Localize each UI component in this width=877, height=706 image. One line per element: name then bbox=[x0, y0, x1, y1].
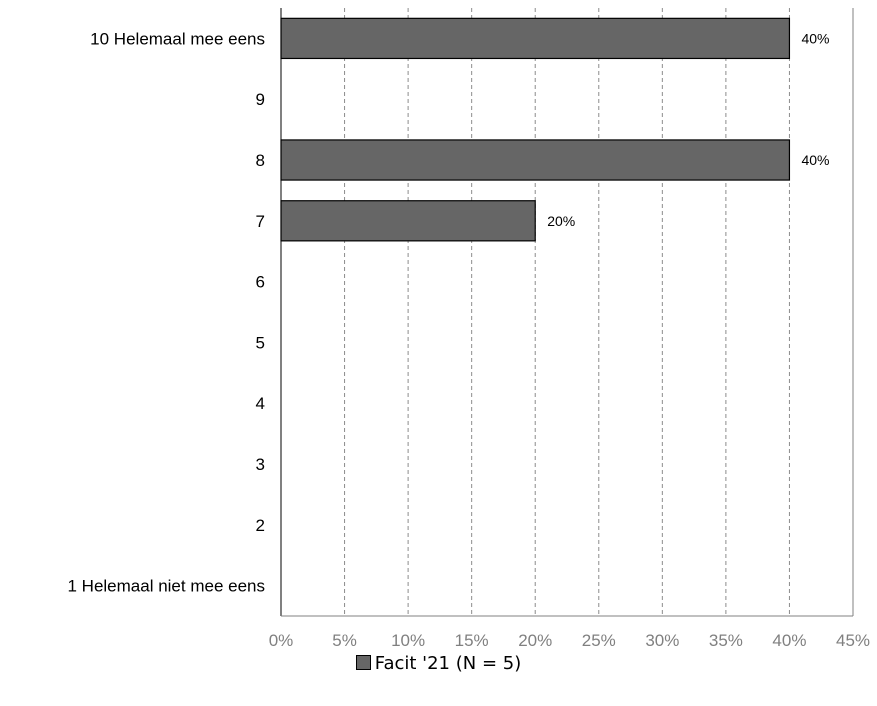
tick-label-2: 10% bbox=[391, 631, 425, 650]
legend-swatch bbox=[355, 655, 371, 670]
tick-label-8: 40% bbox=[772, 631, 806, 650]
legend-label: Facit '21 (N = 5) bbox=[374, 653, 522, 674]
category-label-6: 4 bbox=[256, 394, 265, 413]
category-label-4: 6 bbox=[256, 273, 265, 292]
tick-label-6: 30% bbox=[645, 631, 679, 650]
gridlines bbox=[344, 8, 854, 616]
category-label-9: 1 Helemaal niet mee eens bbox=[67, 577, 265, 596]
data-label-3: 20% bbox=[547, 213, 575, 229]
tick-label-1: 5% bbox=[332, 631, 357, 650]
bars bbox=[280, 17, 791, 242]
data-labels: 40% 40% 20% bbox=[547, 30, 829, 228]
category-labels: 10 Helemaal mee eens 9 8 7 6 5 4 3 2 1 Helemaal n… bbox=[67, 29, 265, 595]
category-label-8: 2 bbox=[256, 516, 265, 535]
bar-0 bbox=[280, 17, 791, 60]
tick-label-9: 45% bbox=[836, 631, 870, 650]
tick-label-0: 0% bbox=[269, 631, 294, 650]
category-label-3: 7 bbox=[256, 212, 265, 231]
legend: Facit '21 (N = 5) bbox=[0, 653, 877, 674]
category-label-1: 9 bbox=[256, 90, 265, 109]
axes bbox=[280, 8, 854, 617]
category-label-0: 10 Helemaal mee eens bbox=[90, 29, 265, 48]
category-label-5: 5 bbox=[256, 333, 265, 352]
tick-label-5: 25% bbox=[582, 631, 616, 650]
bar-2 bbox=[280, 139, 791, 181]
data-label-0: 40% bbox=[801, 30, 829, 46]
bar-3 bbox=[280, 200, 536, 242]
data-label-2: 40% bbox=[801, 152, 829, 168]
tick-labels: 0% 5% 10% 15% 20% 25% 30% 35% 40% 45% bbox=[269, 631, 870, 650]
tick-label-4: 20% bbox=[518, 631, 552, 650]
category-label-7: 3 bbox=[256, 455, 265, 474]
category-label-2: 8 bbox=[256, 151, 265, 170]
tick-label-3: 15% bbox=[455, 631, 489, 650]
tick-label-7: 35% bbox=[709, 631, 743, 650]
